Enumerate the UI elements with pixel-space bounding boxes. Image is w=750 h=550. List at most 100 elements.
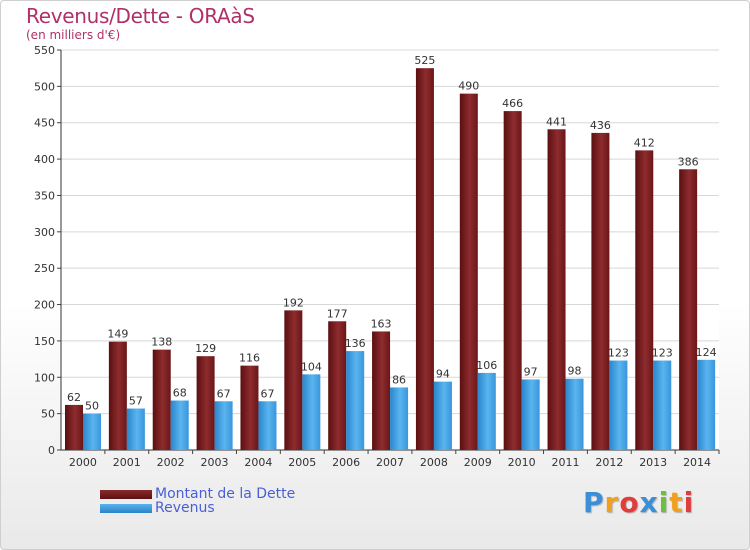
bar-dette bbox=[635, 150, 654, 450]
y-tick-label: 100 bbox=[34, 371, 55, 384]
data-label-dette: 441 bbox=[546, 115, 567, 128]
bar-revenus bbox=[653, 360, 672, 450]
bar-dette bbox=[152, 349, 171, 450]
data-label-dette: 177 bbox=[327, 307, 348, 320]
bar-dette bbox=[284, 310, 303, 450]
y-tick-label: 250 bbox=[34, 262, 55, 275]
chart-subtitle: (en milliers d'€) bbox=[26, 28, 121, 42]
data-label-dette: 192 bbox=[283, 296, 304, 309]
proxiti-logo: Proxiti bbox=[583, 486, 694, 519]
x-tick-label: 2005 bbox=[288, 456, 316, 469]
x-tick-label: 2003 bbox=[201, 456, 229, 469]
bar-revenus bbox=[346, 351, 365, 450]
data-label-revenus: 68 bbox=[173, 387, 187, 400]
data-label-dette: 412 bbox=[634, 136, 655, 149]
x-tick-label: 2004 bbox=[244, 456, 272, 469]
bar-revenus bbox=[126, 408, 145, 450]
logo-letter: i bbox=[683, 486, 695, 519]
bar-dette bbox=[196, 356, 215, 450]
data-label-revenus: 124 bbox=[696, 346, 717, 359]
bar-revenus bbox=[170, 400, 189, 450]
data-label-revenus: 136 bbox=[345, 337, 366, 350]
bar-dette bbox=[459, 93, 478, 451]
y-tick-label: 450 bbox=[34, 117, 55, 130]
data-label-revenus: 123 bbox=[652, 347, 673, 360]
bar-dette bbox=[679, 169, 698, 451]
data-label-revenus: 123 bbox=[608, 347, 629, 360]
bar-revenus bbox=[477, 372, 496, 450]
data-label-dette: 436 bbox=[590, 119, 611, 132]
x-tick-label: 2000 bbox=[69, 456, 97, 469]
data-label-revenus: 94 bbox=[436, 368, 450, 381]
bar-revenus bbox=[565, 378, 584, 450]
y-tick-label: 400 bbox=[34, 153, 55, 166]
y-tick-label: 50 bbox=[41, 408, 55, 421]
x-tick-label: 2012 bbox=[595, 456, 623, 469]
bar-dette bbox=[240, 365, 259, 450]
data-label-dette: 525 bbox=[414, 54, 435, 67]
legend-label-revenus: Revenus bbox=[155, 500, 215, 516]
y-tick-label: 500 bbox=[34, 80, 55, 93]
data-label-revenus: 67 bbox=[217, 387, 231, 400]
data-label-revenus: 86 bbox=[392, 373, 406, 386]
data-label-dette: 490 bbox=[458, 80, 479, 93]
logo-letter: r bbox=[604, 486, 620, 519]
data-label-dette: 62 bbox=[67, 391, 81, 404]
data-label-dette: 163 bbox=[371, 317, 392, 330]
chart-title: Revenus/Dette - ORAàS bbox=[26, 4, 255, 28]
data-label-revenus: 67 bbox=[260, 387, 274, 400]
bar-revenus bbox=[214, 401, 233, 450]
bar-revenus bbox=[83, 413, 101, 450]
bar-revenus bbox=[258, 401, 277, 450]
y-tick-label: 550 bbox=[34, 44, 55, 57]
data-label-dette: 116 bbox=[239, 352, 260, 365]
data-label-dette: 129 bbox=[195, 342, 216, 355]
bar-revenus bbox=[521, 379, 540, 450]
data-label-revenus: 57 bbox=[129, 395, 143, 408]
x-tick-label: 2008 bbox=[420, 456, 448, 469]
bar-dette bbox=[547, 129, 566, 451]
x-tick-label: 2009 bbox=[464, 456, 492, 469]
x-tick-label: 2011 bbox=[551, 456, 579, 469]
bar-revenus bbox=[390, 387, 409, 450]
data-label-dette: 138 bbox=[151, 336, 172, 349]
data-label-dette: 386 bbox=[678, 155, 699, 168]
logo-letter: t bbox=[669, 486, 684, 519]
y-tick-label: 150 bbox=[34, 335, 55, 348]
x-tick-label: 2014 bbox=[683, 456, 711, 469]
bar-dette bbox=[415, 68, 434, 450]
bar-dette bbox=[65, 404, 83, 450]
legend-swatch-dette bbox=[100, 490, 152, 499]
legend-label-dette: Montant de la Dette bbox=[155, 486, 296, 502]
bar-dette bbox=[328, 321, 347, 450]
data-label-revenus: 97 bbox=[524, 365, 538, 378]
logo-letter: i bbox=[658, 486, 670, 519]
x-tick-label: 2001 bbox=[113, 456, 141, 469]
x-tick-label: 2002 bbox=[157, 456, 185, 469]
bar-revenus bbox=[697, 359, 716, 450]
data-label-revenus: 50 bbox=[85, 400, 99, 413]
logo-letter: P bbox=[583, 486, 605, 519]
data-label-revenus: 104 bbox=[301, 360, 322, 373]
y-tick-label: 0 bbox=[48, 444, 55, 457]
x-tick-label: 2007 bbox=[376, 456, 404, 469]
data-label-revenus: 106 bbox=[476, 359, 497, 372]
logo-letter: o bbox=[619, 486, 640, 519]
data-label-revenus: 98 bbox=[568, 365, 582, 378]
bar-dette bbox=[591, 132, 610, 450]
data-label-dette: 466 bbox=[502, 97, 523, 110]
bar-dette bbox=[372, 331, 391, 450]
y-tick-label: 350 bbox=[34, 189, 55, 202]
bar-revenus bbox=[433, 381, 452, 450]
bar-revenus bbox=[609, 360, 628, 450]
data-label-dette: 149 bbox=[107, 328, 128, 341]
y-tick-label: 300 bbox=[34, 226, 55, 239]
y-tick-label: 200 bbox=[34, 299, 55, 312]
x-tick-label: 2013 bbox=[639, 456, 667, 469]
bar-dette bbox=[108, 341, 127, 450]
x-tick-label: 2006 bbox=[332, 456, 360, 469]
bar-revenus bbox=[302, 374, 321, 450]
logo-letter: x bbox=[639, 486, 659, 519]
x-tick-label: 2010 bbox=[508, 456, 536, 469]
